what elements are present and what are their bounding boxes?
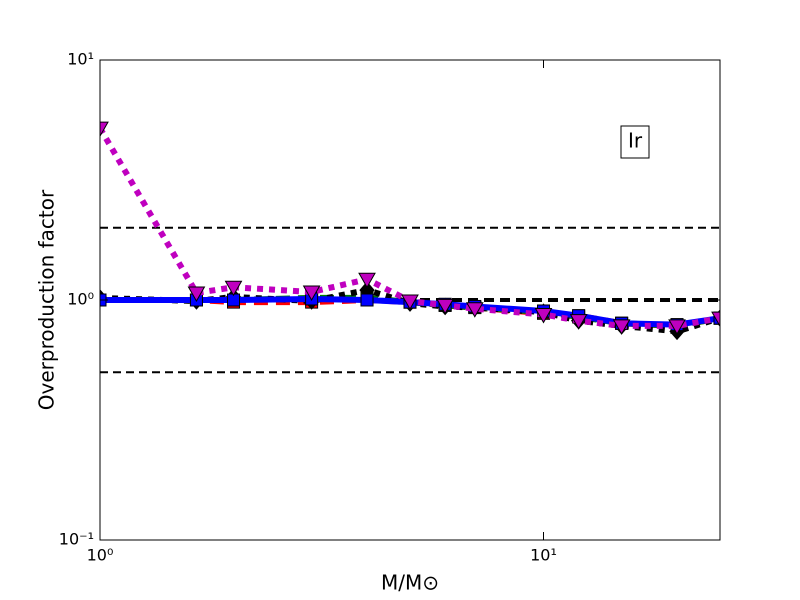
- x-axis-label: M/M⊙: [381, 571, 439, 595]
- x-tick-label: 10⁰: [87, 546, 114, 565]
- marker: [358, 272, 376, 289]
- y-tick-label: 10⁰: [67, 290, 94, 309]
- marker: [436, 298, 454, 315]
- marker: [224, 280, 243, 297]
- marker: [569, 314, 588, 330]
- marker: [465, 302, 484, 318]
- marker: [187, 286, 206, 302]
- x-tick-label: 10¹: [530, 546, 557, 565]
- annotation: Ir: [628, 129, 643, 153]
- marker: [401, 294, 419, 311]
- y-axis-label: Overproduction factor: [35, 189, 59, 410]
- plot-area: [100, 121, 720, 374]
- marker: [100, 121, 109, 138]
- marker: [302, 285, 321, 301]
- marker: [534, 308, 553, 324]
- marker: [360, 293, 374, 307]
- marker: [711, 311, 720, 328]
- marker: [668, 319, 686, 335]
- y-tick-label: 10⁻¹: [59, 530, 94, 549]
- annotation-box: [620, 125, 650, 159]
- marker: [612, 319, 631, 335]
- y-tick-label: 10¹: [67, 50, 94, 69]
